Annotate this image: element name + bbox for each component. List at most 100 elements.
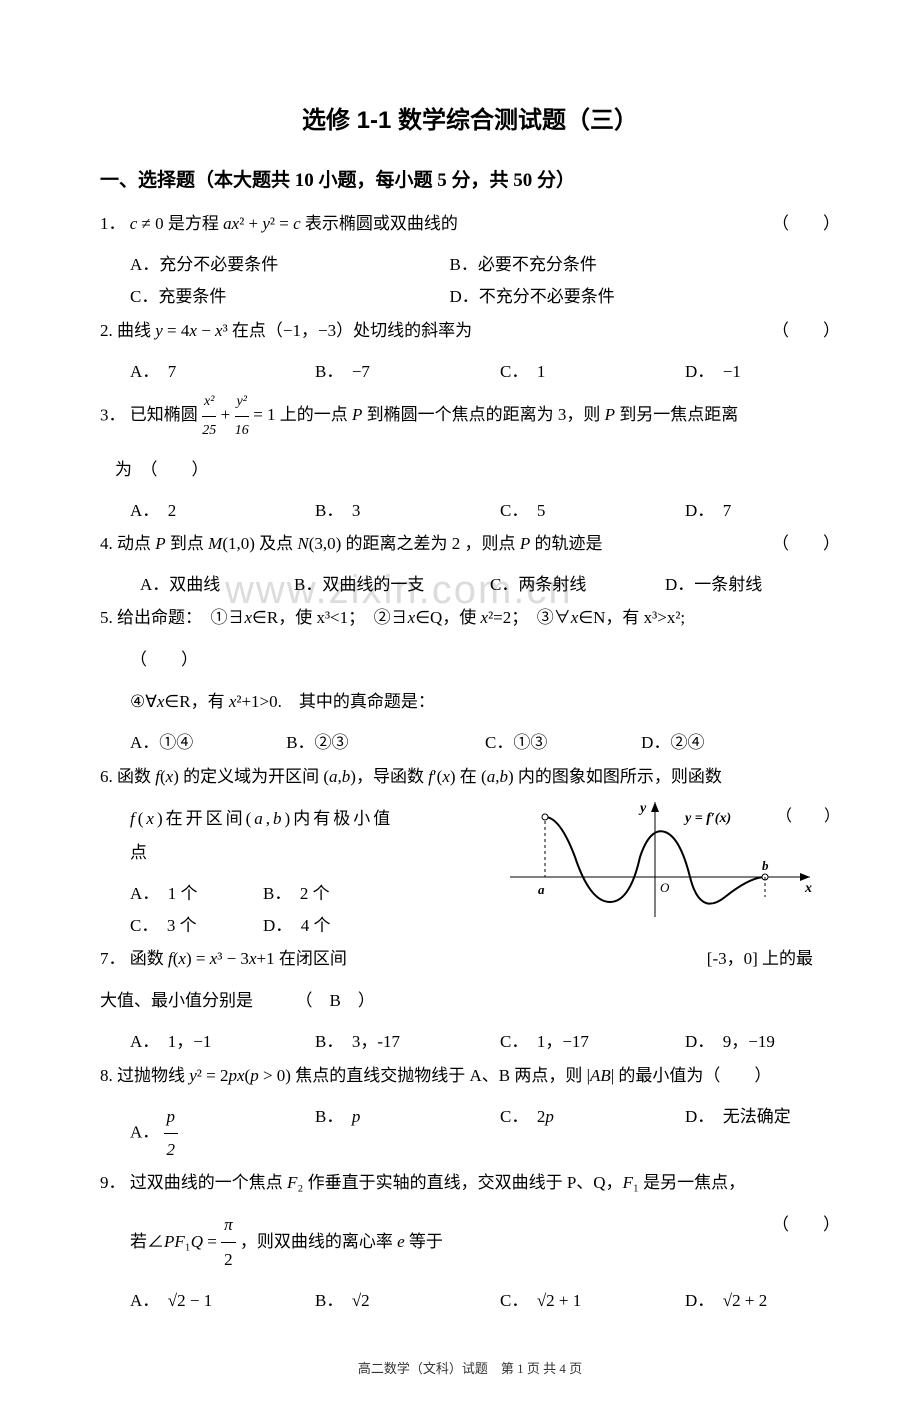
q1-choice-b: B．必要不充分条件 bbox=[450, 249, 841, 281]
question-2: 2. 曲线 y = 4x − x³ 在点（−1，−3）处切线的斜率为 （ ） bbox=[100, 314, 840, 348]
q7-text-c: 大值、最小值分别是 （ B ） bbox=[100, 984, 840, 1018]
q7-text-b: [-3，0] 上的最 bbox=[707, 942, 840, 976]
q9-choice-b: B． √2 bbox=[285, 1285, 470, 1317]
q9-choice-c: C． √2 + 1 bbox=[470, 1285, 655, 1317]
q1-paren: （ ） bbox=[772, 207, 840, 241]
question-4: 4. 动点 P 到点 M(1,0) 及点 N(3,0) 的距离之差为 2 ，则点… bbox=[100, 527, 840, 561]
q2-choice-d: D． −1 bbox=[655, 356, 840, 388]
q5-paren-row: （ ） bbox=[100, 643, 840, 677]
q5-text-a: 给出命题： ①∃x∈R，使 x³<1； ②∃x∈Q，使 x²=2； ③∀x∈N，… bbox=[117, 608, 685, 627]
q4-text: 动点 P 到点 M(1,0) 及点 N(3,0) 的距离之差为 2 ，则点 P … bbox=[117, 534, 602, 553]
q6-text-b-row: f(x)在开区间(a,b)内有极小值点 bbox=[100, 802, 396, 870]
question-9: 9． 过双曲线的一个焦点 F₂ 作垂直于实轴的直线，交双曲线于 P、Q，F₁ 是… bbox=[100, 1166, 840, 1200]
page-title: 选修 1-1 数学综合测试题（三） bbox=[100, 100, 840, 135]
q4-choices: A．双曲线 B．双曲线的一支 C．两条射线 D．一条射线 bbox=[100, 569, 840, 601]
q1-num: 1． bbox=[100, 214, 126, 233]
section-header: 一、选择题（本大题共 10 小题，每小题 5 分，共 50 分） bbox=[100, 165, 840, 192]
q8-choices: A． p 2 B． p C． 2p D． 无法确定 bbox=[100, 1101, 840, 1167]
q1-choice-d: D．不充分不必要条件 bbox=[450, 281, 841, 313]
svg-text:y: y bbox=[638, 801, 647, 816]
q7-choice-d: D． 9，−19 bbox=[655, 1026, 840, 1058]
svg-text:a: a bbox=[538, 882, 545, 897]
q9-choice-d: D． √2 + 2 bbox=[655, 1285, 840, 1317]
q1-text: c ≠ 0 是方程 ax² + y² = c 表示椭圆或双曲线的 bbox=[130, 214, 458, 233]
q5-choice-d: D．②④ bbox=[641, 727, 797, 759]
q3-num: 3． bbox=[100, 405, 126, 424]
q7-choice-b: B． 3，-17 bbox=[285, 1026, 470, 1058]
q2-choices: A． 7 B． −7 C． 1 D． −1 bbox=[100, 356, 840, 388]
q5-choice-c: C．①③ bbox=[485, 727, 641, 759]
q3-cont: 为 （ ） bbox=[100, 453, 840, 487]
q2-num: 2. bbox=[100, 321, 113, 340]
q3-choice-c: C． 5 bbox=[470, 495, 655, 527]
q4-choice-d: D．一条射线 bbox=[665, 569, 840, 601]
q7-text-a: 函数 f(x) = x³ − 3x+1 在闭区间 bbox=[130, 949, 347, 968]
q3-text: 已知椭圆 x² 25 + y² 16 = 1 上的一点 P 到椭圆一个焦点的距离… bbox=[130, 405, 739, 424]
q9-text-a: 过双曲线的一个焦点 F₂ 作垂直于实轴的直线，交双曲线于 P、Q，F₁ 是另一焦… bbox=[130, 1173, 745, 1192]
svg-text:O: O bbox=[660, 880, 670, 895]
q9-choice-a: A． √2 − 1 bbox=[100, 1285, 285, 1317]
q6-graph: x y O a b y = f′(x) bbox=[500, 797, 820, 932]
q8-choice-b: B． p bbox=[285, 1101, 470, 1167]
svg-text:b: b bbox=[762, 858, 769, 873]
q7-num: 7． bbox=[100, 949, 126, 968]
q4-choice-b: B．双曲线的一支 bbox=[294, 569, 490, 601]
q7-choice-c: C． 1，−17 bbox=[470, 1026, 655, 1058]
svg-text:x: x bbox=[804, 881, 812, 896]
q3-choice-d: D． 7 bbox=[655, 495, 840, 527]
q6-choice-d: D． 4 个 bbox=[263, 910, 396, 942]
q9-text-b: 若∠PF₁Q = π 2 ，则双曲线的离心率 e 等于 bbox=[130, 1232, 443, 1251]
q6-choice-a: A． 1 个 bbox=[130, 878, 263, 910]
q6-text-a: 函数 f(x) 的定义域为开区间 (a,b)，导函数 f′(x) 在 (a,b)… bbox=[117, 767, 722, 786]
q8-choice-c: C． 2p bbox=[470, 1101, 655, 1167]
q5-text-b: ④∀x∈R，有 x²+1>0. 其中的真命题是： bbox=[100, 685, 840, 719]
q4-choice-c: C．两条射线 bbox=[490, 569, 665, 601]
q9-paren: （ ） bbox=[772, 1208, 840, 1242]
q1-choices: A．充分不必要条件 B．必要不充分条件 C．充要条件 D．不充分不必要条件 bbox=[100, 249, 840, 314]
q1-choice-a: A．充分不必要条件 bbox=[130, 249, 450, 281]
q1-choice-c: C．充要条件 bbox=[130, 281, 450, 313]
section-desc: （本大题共 10 小题，每小题 5 分，共 50 分） bbox=[195, 170, 575, 191]
q7-choices: A． 1，−1 B． 3，-17 C． 1，−17 D． 9，−19 bbox=[100, 1026, 840, 1058]
q5-choice-b: B．②③ bbox=[286, 727, 485, 759]
q6-block: f(x)在开区间(a,b)内有极小值点 （ ） A． 1 个 B． 2 个 C．… bbox=[100, 802, 840, 943]
q6-choice-c: C． 3 个 bbox=[130, 910, 263, 942]
q4-choice-a: A．双曲线 bbox=[140, 569, 294, 601]
content-area: 选修 1-1 数学综合测试题（三） 一、选择题（本大题共 10 小题，每小题 5… bbox=[100, 100, 840, 1377]
svg-text:y = f′(x): y = f′(x) bbox=[683, 811, 731, 826]
q3-choices: A． 2 B． 3 C． 5 D． 7 bbox=[100, 495, 840, 527]
q7-choice-a: A． 1，−1 bbox=[100, 1026, 285, 1058]
question-3: 3． 已知椭圆 x² 25 + y² 16 = 1 上的一点 P 到椭圆一个焦点… bbox=[100, 388, 840, 445]
question-8: 8. 过抛物线 y² = 2px(p > 0) 焦点的直线交抛物线于 A、B 两… bbox=[100, 1059, 840, 1093]
question-1: 1． c ≠ 0 是方程 ax² + y² = c 表示椭圆或双曲线的 （ ） bbox=[100, 207, 840, 241]
q6-num: 6. bbox=[100, 767, 113, 786]
q5-choices: A．①④ B．②③ C．①③ D．②④ bbox=[100, 727, 840, 759]
q2-choice-c: C． 1 bbox=[470, 356, 655, 388]
q5-paren: （ ） bbox=[130, 650, 198, 669]
q8-text: 过抛物线 y² = 2px(p > 0) 焦点的直线交抛物线于 A、B 两点，则… bbox=[117, 1066, 771, 1085]
question-6: 6. 函数 f(x) 的定义域为开区间 (a,b)，导函数 f′(x) 在 (a… bbox=[100, 760, 840, 794]
q5-num: 5. bbox=[100, 608, 113, 627]
q9-line2: 若∠PF₁Q = π 2 ，则双曲线的离心率 e 等于 （ ） bbox=[100, 1208, 840, 1277]
q3-choice-b: B． 3 bbox=[285, 495, 470, 527]
q8-num: 8. bbox=[100, 1066, 113, 1085]
q9-choices: A． √2 − 1 B． √2 C． √2 + 1 D． √2 + 2 bbox=[100, 1285, 840, 1317]
page-footer: 高二数学（文科）试题 第 1 页 共 4 页 bbox=[100, 1358, 840, 1377]
q6-choices: A． 1 个 B． 2 个 C． 3 个 D． 4 个 bbox=[100, 878, 396, 943]
q2-choice-a: A． 7 bbox=[100, 356, 285, 388]
section-label: 一、选择题 bbox=[100, 170, 195, 191]
q6-text-b: f(x)在开区间(a,b)内有极小值点 bbox=[130, 809, 393, 862]
q2-paren: （ ） bbox=[772, 314, 840, 348]
q2-text: 曲线 y = 4x − x³ 在点（−1，−3）处切线的斜率为 bbox=[117, 321, 472, 340]
q6-choice-b: B． 2 个 bbox=[263, 878, 396, 910]
q8-choice-d: D． 无法确定 bbox=[655, 1101, 840, 1167]
derivative-graph-svg: x y O a b y = f′(x) bbox=[500, 797, 820, 927]
q3-choice-a: A． 2 bbox=[100, 495, 285, 527]
q9-num: 9． bbox=[100, 1173, 126, 1192]
q4-num: 4. bbox=[100, 534, 113, 553]
question-7: 7． 函数 f(x) = x³ − 3x+1 在闭区间 [-3，0] 上的最 bbox=[100, 942, 840, 976]
q4-paren: （ ） bbox=[772, 527, 840, 561]
q2-choice-b: B． −7 bbox=[285, 356, 470, 388]
question-5: 5. 给出命题： ①∃x∈R，使 x³<1； ②∃x∈Q，使 x²=2； ③∀x… bbox=[100, 601, 840, 635]
q8-choice-a: A． p 2 bbox=[100, 1101, 285, 1167]
